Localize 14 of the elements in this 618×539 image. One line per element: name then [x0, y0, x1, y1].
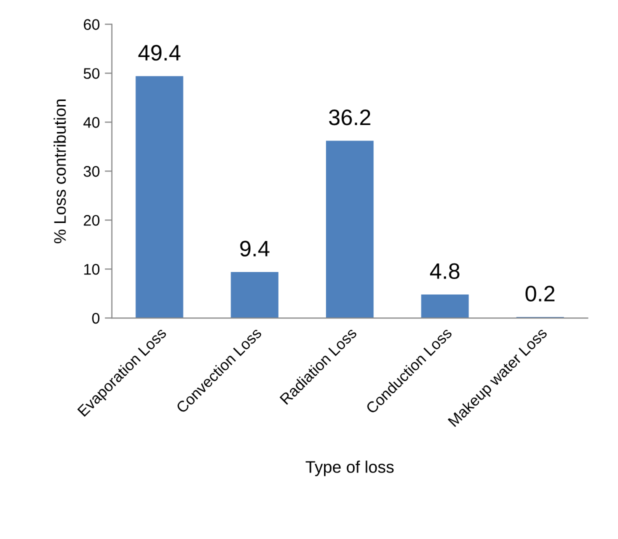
y-tick-label: 50 [84, 68, 100, 79]
y-tick-label: 20 [84, 214, 100, 226]
y-tick-label: 30 [84, 166, 100, 177]
x-axis-title: Type of loss [306, 460, 394, 476]
data-label: 9.4 [240, 240, 270, 256]
y-tick-label: 0 [92, 312, 100, 324]
y-tick-label: 40 [83, 117, 100, 128]
y-tick-label: 10 [84, 264, 100, 275]
data-label: 36.2 [329, 110, 370, 126]
data-label: 4.8 [430, 263, 460, 280]
y-tick-label: 60 [84, 19, 100, 30]
data-label: 49.4 [138, 44, 180, 61]
data-label: 0.2 [526, 286, 554, 302]
y-axis-title: % Loss contribution [54, 99, 66, 244]
